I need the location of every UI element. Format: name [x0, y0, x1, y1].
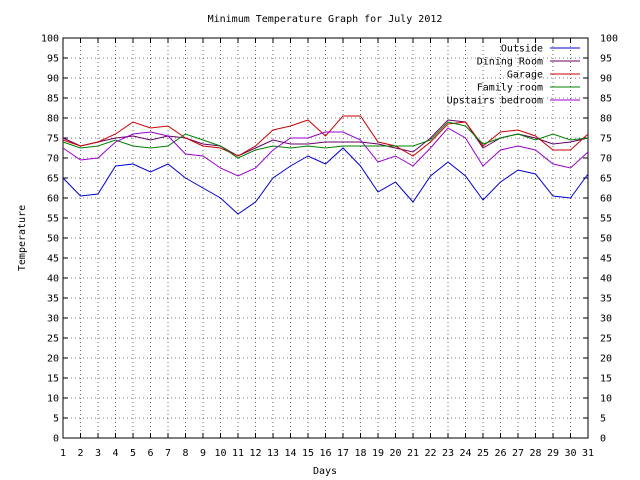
x-tick-label: 4: [112, 448, 118, 459]
y-tick-label-right: 55: [600, 214, 612, 225]
legend-label-garage: Garage: [507, 70, 543, 81]
y-tick-label: 45: [47, 254, 59, 265]
y-tick-label-right: 5: [600, 414, 606, 425]
x-axis-title: Days: [313, 466, 337, 477]
axis-ticks: [62, 37, 589, 439]
y-tick-label: 50: [47, 234, 59, 245]
y-tick-label: 20: [47, 354, 59, 365]
x-tick-label: 9: [200, 448, 206, 459]
y-tick-label: 90: [47, 74, 59, 85]
x-tick-label: 11: [232, 448, 244, 459]
x-tick-label: 18: [354, 448, 366, 459]
legend: Outside Dining Room Garage Family room Upsta…: [447, 44, 580, 107]
y-tick-label: 55: [47, 214, 59, 225]
y-tick-label: 15: [47, 374, 59, 385]
y-tick-label-right: 40: [600, 274, 612, 285]
y-tick-label: 0: [53, 434, 59, 445]
y-tick-label: 85: [47, 94, 59, 105]
y-tick-label: 80: [47, 114, 59, 125]
x-tick-label: 20: [389, 448, 401, 459]
legend-label-upstairs-bedroom: Upstairs bedroom: [447, 96, 543, 107]
y-axis-left-labels: 0 5 10 15 20 25 30 35 40 45 50 55 60 65 70 75 80 85 90 95 10…: [41, 34, 59, 445]
legend-label-family-room: Family room: [477, 83, 543, 94]
series-line-family-room: [62, 121, 589, 159]
y-tick-label-right: 30: [600, 314, 612, 325]
x-tick-label: 8: [182, 448, 188, 459]
y-tick-label: 60: [47, 194, 59, 205]
y-tick-label: 5: [53, 414, 59, 425]
x-tick-label: 1: [60, 448, 66, 459]
chart-title: Minimum Temperature Graph for July 2012: [208, 14, 443, 25]
y-tick-label-right: 70: [600, 154, 612, 165]
y-tick-label-right: 50: [600, 234, 612, 245]
x-tick-label: 5: [130, 448, 136, 459]
x-tick-label: 23: [442, 448, 454, 459]
y-tick-label-right: 65: [600, 174, 612, 185]
x-tick-label: 16: [319, 448, 331, 459]
y-tick-label: 35: [47, 294, 59, 305]
grid-lines: [63, 38, 588, 438]
y-tick-label-right: 35: [600, 294, 612, 305]
x-axis-labels: 1 2 3 4 5 6 7 8 9 10 11 12 13 14 15 16 17 18 19 20 21 22 23 24 2…: [60, 448, 594, 459]
y-tick-label: 75: [47, 134, 59, 145]
x-tick-label: 22: [424, 448, 436, 459]
y-tick-label: 100: [41, 34, 59, 45]
series-line-garage: [62, 115, 589, 157]
x-tick-label: 13: [267, 448, 279, 459]
x-tick-label: 21: [407, 448, 419, 459]
x-tick-label: 3: [95, 448, 101, 459]
x-tick-label: 25: [477, 448, 489, 459]
y-axis-right-labels: 0 5 10 15 20 25 30 35 40 45 50 55 60 65 70 75 80 85 90 95 10…: [600, 34, 618, 445]
y-tick-label-right: 15: [600, 374, 612, 385]
y-tick-label: 10: [47, 394, 59, 405]
y-tick-label-right: 60: [600, 194, 612, 205]
y-tick-label: 30: [47, 314, 59, 325]
x-tick-label: 29: [547, 448, 559, 459]
y-tick-label-right: 100: [600, 34, 618, 45]
x-tick-label: 7: [165, 448, 171, 459]
y-tick-label-right: 75: [600, 134, 612, 145]
x-tick-label: 27: [512, 448, 524, 459]
legend-label-outside: Outside: [501, 44, 543, 55]
x-tick-label: 2: [77, 448, 83, 459]
y-tick-label-right: 85: [600, 94, 612, 105]
x-tick-label: 15: [302, 448, 314, 459]
y-tick-label: 70: [47, 154, 59, 165]
series-line-upstairs-bedroom: [62, 127, 589, 177]
legend-label-dining-room: Dining Room: [477, 57, 543, 68]
series-lines: [62, 115, 589, 215]
x-tick-label: 31: [582, 448, 594, 459]
x-tick-label: 24: [459, 448, 471, 459]
y-tick-label-right: 25: [600, 334, 612, 345]
y-tick-label-right: 80: [600, 114, 612, 125]
x-tick-label: 14: [284, 448, 296, 459]
y-tick-label: 25: [47, 334, 59, 345]
x-tick-label: 17: [337, 448, 349, 459]
series-line-outside: [62, 147, 589, 215]
y-tick-label: 95: [47, 54, 59, 65]
x-tick-label: 28: [529, 448, 541, 459]
y-tick-label-right: 20: [600, 354, 612, 365]
y-tick-label-right: 0: [600, 434, 606, 445]
x-tick-label: 26: [494, 448, 506, 459]
x-tick-label: 6: [147, 448, 153, 459]
y-tick-label-right: 95: [600, 54, 612, 65]
x-tick-label: 19: [372, 448, 384, 459]
y-tick-label-right: 10: [600, 394, 612, 405]
x-tick-label: 12: [249, 448, 261, 459]
y-tick-label: 65: [47, 174, 59, 185]
y-tick-label-right: 90: [600, 74, 612, 85]
y-tick-label-right: 45: [600, 254, 612, 265]
y-tick-label: 40: [47, 274, 59, 285]
x-tick-label: 10: [214, 448, 226, 459]
x-tick-label: 30: [564, 448, 576, 459]
y-axis-title: Temperature: [17, 205, 28, 271]
